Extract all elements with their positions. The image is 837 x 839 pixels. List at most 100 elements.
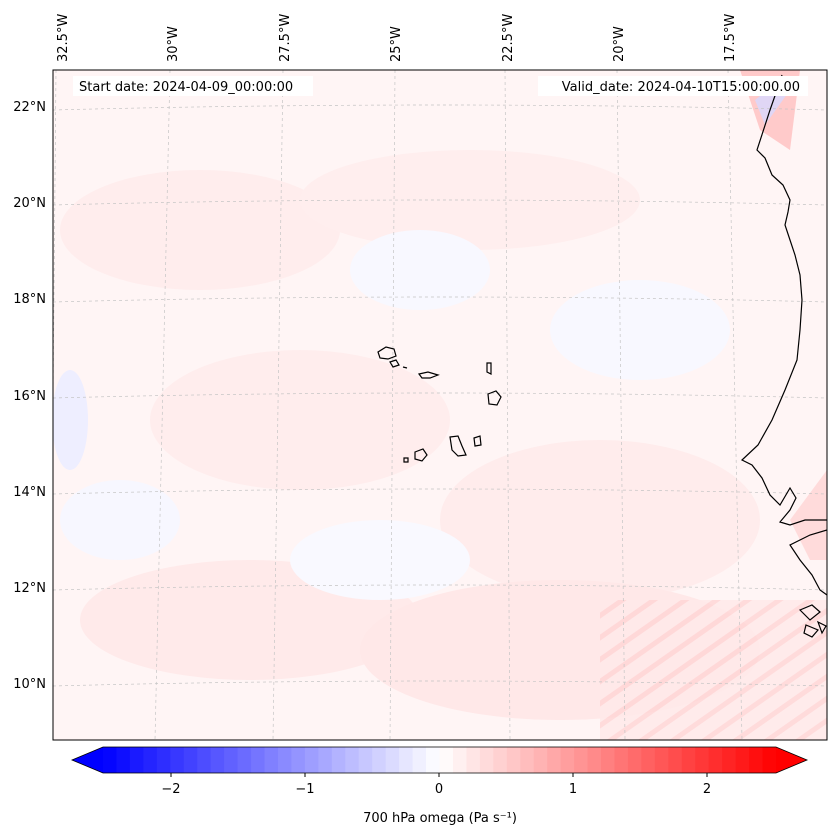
colorbar-segment xyxy=(116,747,131,773)
island-sao-nicolau xyxy=(417,371,440,379)
island-brava xyxy=(403,457,409,463)
colorbar-segment xyxy=(318,747,333,773)
start-date-box xyxy=(73,76,313,96)
colorbar-extend-max xyxy=(776,747,807,773)
colorbar-segment xyxy=(520,747,535,773)
colorbar-segment xyxy=(264,747,279,773)
map-frame xyxy=(52,69,828,741)
colorbar-segment xyxy=(210,747,225,773)
colorbar-tick-label: 2 xyxy=(703,782,711,797)
lon-label: 20°W xyxy=(612,26,627,62)
colorbar-segment xyxy=(277,747,293,773)
lat-label: 12°N xyxy=(13,581,46,596)
colorbar-segment xyxy=(466,747,481,773)
colorbar-segment xyxy=(291,747,306,773)
island-sao-vicente xyxy=(389,359,400,368)
colorbar-segment xyxy=(412,747,427,773)
lon-label: 22.5°W xyxy=(501,14,516,62)
colorbar-label: 700 hPa omega (Pa s⁻¹) xyxy=(363,811,517,826)
colorbar-segments xyxy=(72,747,807,773)
colorbar-segment xyxy=(681,747,696,773)
colorbar-segment xyxy=(183,747,198,773)
colorbar-segment xyxy=(251,747,266,773)
colorbar-tick-label: −2 xyxy=(161,782,180,797)
island-santo-antao xyxy=(377,346,397,360)
colorbar-segment xyxy=(304,747,319,773)
colorbar-segment xyxy=(749,747,764,773)
lat-label: 22°N xyxy=(13,100,46,115)
colorbar-segment xyxy=(587,747,602,773)
colorbar-tick-labels: −2 −1 0 1 2 xyxy=(161,782,711,797)
colorbar-segment xyxy=(506,747,521,773)
colorbar-segment xyxy=(345,747,360,773)
island-boa-vista xyxy=(487,390,502,406)
colorbar-segment xyxy=(224,747,239,773)
colorbar-segment xyxy=(708,747,723,773)
colorbar-segment xyxy=(385,747,400,773)
colorbar-tick-label: −1 xyxy=(295,782,314,797)
colorbar-segment xyxy=(547,747,562,773)
colorbar-segment xyxy=(103,747,118,773)
colorbar-segment xyxy=(426,747,441,773)
colorbar-extend-min xyxy=(72,747,103,773)
colorbar-segment xyxy=(533,747,548,773)
lon-label: 30°W xyxy=(166,26,181,62)
latitude-labels: 22°N 20°N 18°N 16°N 14°N 12°N 10°N xyxy=(13,100,46,692)
graticule xyxy=(53,70,827,740)
lon-label: 17.5°W xyxy=(723,14,738,62)
colorbar-segment xyxy=(156,747,171,773)
colorbar-segment xyxy=(129,747,144,773)
colorbar: −2 −1 0 1 2 700 hPa omega (Pa s⁻¹) xyxy=(70,746,809,826)
lat-label: 20°N xyxy=(13,196,46,211)
lon-label: 32.5°W xyxy=(56,14,71,62)
colorbar-outline xyxy=(70,746,809,774)
island-santiago xyxy=(449,435,467,457)
lat-label: 10°N xyxy=(13,677,46,692)
island-santa-luzia xyxy=(402,366,408,369)
island-fogo xyxy=(414,448,428,462)
colorbar-segment xyxy=(601,747,616,773)
lon-label: 27.5°W xyxy=(278,14,293,62)
bijagos-islands xyxy=(798,604,827,638)
island-sal xyxy=(486,362,492,375)
colorbar-segment xyxy=(695,747,710,773)
longitude-labels: 32.5°W 30°W 27.5°W 25°W 22.5°W 20°W 17.5… xyxy=(56,14,738,62)
island-maio xyxy=(473,435,482,447)
colorbar-segment xyxy=(439,747,454,773)
africa-coastline-south xyxy=(789,529,827,596)
colorbar-segment xyxy=(237,747,252,773)
lat-label: 16°N xyxy=(13,389,46,404)
colorbar-segment xyxy=(170,747,185,773)
colorbar-tick-label: 1 xyxy=(569,782,577,797)
start-date-label: Start date: 2024-04-09_00:00:00 xyxy=(79,80,293,95)
colorbar-segment xyxy=(358,747,373,773)
cape-verde-islands xyxy=(377,346,502,463)
colorbar-tick-label: 0 xyxy=(435,782,443,797)
lat-label: 18°N xyxy=(13,292,46,307)
colorbar-segment xyxy=(641,747,656,773)
africa-coastline xyxy=(740,74,827,526)
valid-date-box xyxy=(538,76,808,96)
colorbar-segment xyxy=(762,747,777,773)
colorbar-segment xyxy=(399,747,414,773)
colorbar-segment xyxy=(722,747,737,773)
colorbar-segment xyxy=(372,747,387,773)
colorbar-segment xyxy=(574,747,589,773)
colorbar-segment xyxy=(627,747,642,773)
colorbar-segment xyxy=(452,747,468,773)
colorbar-segment xyxy=(143,747,158,773)
colorbar-segment xyxy=(479,747,494,773)
lat-label: 14°N xyxy=(13,485,46,500)
colorbar-segment xyxy=(668,747,683,773)
map-panel: Start date: 2024-04-09_00:00:00 Valid_da… xyxy=(52,69,828,741)
lon-label: 25°W xyxy=(389,26,404,62)
omega-field xyxy=(53,70,827,740)
colorbar-segment xyxy=(197,747,212,773)
colorbar-ticks xyxy=(170,773,708,777)
colorbar-segment xyxy=(493,747,508,773)
valid-date-label: Valid_date: 2024-04-10T15:00:00.00 xyxy=(562,80,800,95)
colorbar-segment xyxy=(560,747,575,773)
coastlines xyxy=(740,74,827,638)
colorbar-segment xyxy=(331,747,346,773)
